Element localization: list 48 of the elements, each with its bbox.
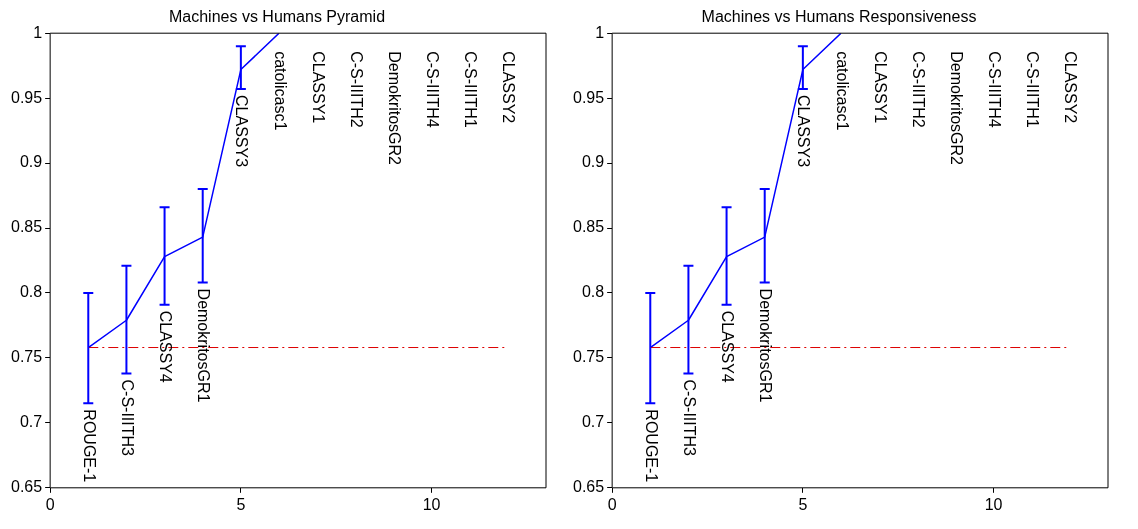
- annotation: DemokritosGR2: [386, 51, 404, 166]
- y-tick-label: 0.65: [573, 478, 605, 496]
- annotation: CLASSY4: [719, 310, 737, 383]
- annotation: ROUGE-1: [642, 409, 660, 483]
- y-tick-label: 0.65: [11, 478, 43, 496]
- x-tick-label: 0: [45, 495, 55, 513]
- chart-title: Machines vs Humans Pyramid: [168, 8, 386, 26]
- x-tick-label: 10: [422, 495, 441, 513]
- annotation: C-S-IIITH4: [424, 51, 442, 128]
- y-tick-label: 0.9: [19, 153, 43, 171]
- y-tick-label: 0.85: [573, 218, 605, 236]
- y-tick-label: 0.7: [19, 413, 43, 431]
- annotation: C-S-IIITH1: [462, 51, 480, 128]
- y-tick-label: 0.8: [19, 283, 43, 301]
- y-tick-label: 0.9: [581, 153, 605, 171]
- annotation: C-S-IIITH1: [1024, 51, 1042, 128]
- annotation: CLASSY4: [157, 310, 175, 383]
- annotation: C-S-IIITH2: [347, 51, 365, 128]
- annotation: CLASSY1: [871, 51, 889, 124]
- annotation: CLASSY3: [795, 95, 813, 168]
- y-tick-label: 1: [595, 23, 605, 41]
- annotation: CLASSY3: [233, 95, 251, 168]
- annotation: DemokritosGR2: [948, 51, 966, 166]
- x-tick-label: 5: [798, 495, 808, 513]
- annotation: C-S-IIITH4: [986, 51, 1004, 128]
- y-tick-label: 0.75: [11, 348, 43, 366]
- annotation: CLASSY2: [500, 51, 518, 124]
- y-tick-label: 1: [33, 23, 43, 41]
- annotation: C-S-IIITH2: [909, 51, 927, 128]
- x-tick-label: 10: [984, 495, 1003, 513]
- annotation: catolicasc1: [271, 51, 289, 131]
- y-tick-label: 0.85: [11, 218, 43, 236]
- annotation: CLASSY1: [309, 51, 327, 124]
- annotation: catolicasc1: [833, 51, 851, 131]
- x-tick-label: 5: [236, 495, 246, 513]
- annotation: DemokritosGR1: [195, 288, 213, 403]
- annotation: ROUGE-1: [80, 409, 98, 483]
- y-tick-label: 0.95: [11, 88, 43, 106]
- annotation: DemokritosGR1: [757, 288, 775, 403]
- y-tick-label: 0.95: [573, 88, 605, 106]
- y-tick-label: 0.75: [573, 348, 605, 366]
- annotation: C-S-IIITH3: [119, 379, 137, 457]
- annotation: C-S-IIITH3: [681, 379, 699, 457]
- y-tick-label: 0.7: [581, 413, 605, 431]
- annotation: CLASSY2: [1062, 51, 1080, 124]
- chart-title: Machines vs Humans Responsiveness: [701, 8, 977, 26]
- x-tick-label: 0: [607, 495, 617, 513]
- y-tick-label: 0.8: [581, 283, 605, 301]
